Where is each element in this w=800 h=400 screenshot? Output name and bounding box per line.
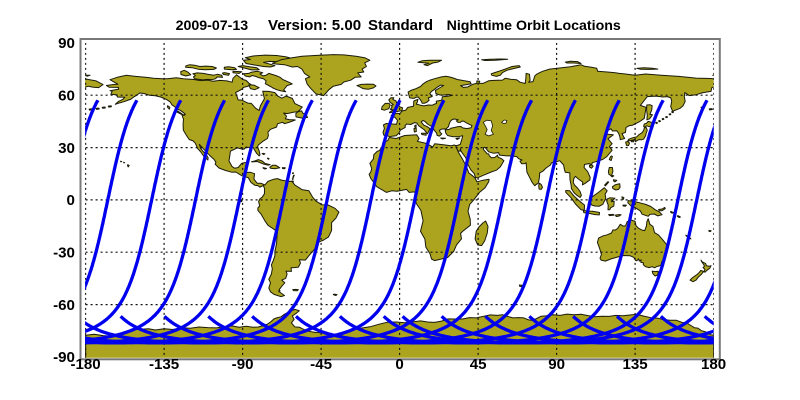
svg-text:0: 0 — [395, 356, 403, 373]
svg-text:2009-07-13: 2009-07-13 — [176, 18, 249, 34]
svg-text:-45: -45 — [310, 356, 332, 373]
svg-text:45: 45 — [470, 356, 487, 373]
svg-text:-90: -90 — [53, 349, 75, 366]
svg-text:60: 60 — [58, 88, 75, 105]
svg-text:0: 0 — [66, 192, 74, 209]
svg-text:90: 90 — [548, 356, 565, 373]
svg-text:Version: 5.00: Version: 5.00 — [268, 17, 361, 34]
svg-text:-60: -60 — [53, 297, 75, 314]
svg-text:90: 90 — [58, 35, 75, 52]
svg-text:Standard: Standard — [368, 17, 433, 34]
svg-text:Nighttime Orbit Locations: Nighttime Orbit Locations — [447, 18, 621, 34]
svg-text:-90: -90 — [232, 356, 254, 373]
svg-text:180: 180 — [701, 356, 726, 373]
svg-text:135: 135 — [623, 356, 648, 373]
svg-text:-30: -30 — [53, 245, 75, 262]
svg-text:-180: -180 — [70, 356, 100, 373]
svg-text:30: 30 — [58, 140, 75, 157]
svg-text:-135: -135 — [149, 356, 179, 373]
